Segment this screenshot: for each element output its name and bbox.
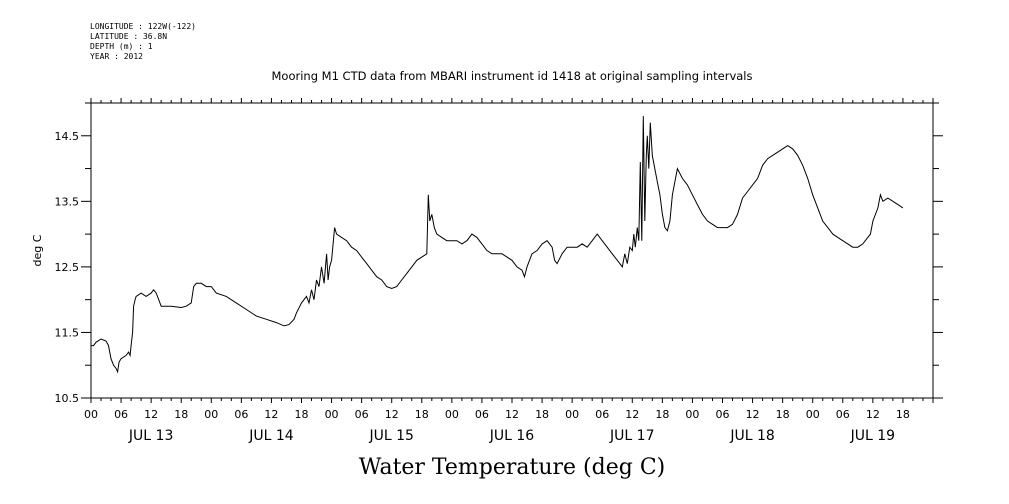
x-tick-label: 06 [836,408,850,421]
day-label: JUL 16 [489,428,535,444]
chart-title: Mooring M1 CTD data from MBARI instrumen… [272,69,753,83]
latitude-text: LATITUDE : 36.8N [90,32,168,41]
x-tick-label: 12 [746,408,760,421]
x-tick-label: 06 [234,408,248,421]
x-tick-label: 00 [685,408,699,421]
y-tick-label: 13.5 [55,195,80,208]
y-axis-label: deg C [31,234,44,266]
day-label: JUL 18 [729,428,774,444]
x-tick-label: 12 [505,408,519,421]
x-tick-label: 18 [415,408,429,421]
x-tick-label: 00 [325,408,339,421]
x-tick-label: 06 [114,408,128,421]
x-tick-label: 12 [385,408,399,421]
y-tick-label: 10.5 [55,392,80,405]
x-tick-label: 18 [655,408,669,421]
x-tick-label: 18 [535,408,549,421]
x-tick-label: 18 [776,408,790,421]
x-tick-label: 18 [896,408,910,421]
x-tick-label: 12 [625,408,639,421]
x-tick-label: 00 [204,408,218,421]
x-tick-label: 00 [84,408,98,421]
x-tick-label: 12 [264,408,278,421]
day-label: JUL 15 [368,428,413,444]
plot-frame [90,102,934,399]
metadata-block: LONGITUDE : 122W(-122) LATITUDE : 36.8N … [90,22,196,62]
day-label: JUL 17 [609,428,654,444]
depth-text: DEPTH (m) : 1 [90,42,153,51]
x-tick-label: 18 [174,408,188,421]
longitude-text: LONGITUDE : 122W(-122) [90,22,196,31]
x-tick-label: 12 [144,408,158,421]
x-axis-label: Water Temperature (deg C) [359,455,666,480]
y-tick-label: 11.5 [55,326,80,339]
day-label: JUL 14 [248,428,294,444]
x-tick-label: 00 [806,408,820,421]
x-tick-label: 00 [565,408,579,421]
y-tick-label: 14.5 [55,130,80,143]
year-text: YEAR : 2012 [90,52,143,61]
x-tick-label: 12 [866,408,880,421]
x-tick-label: 18 [295,408,309,421]
day-label: JUL 19 [850,428,895,444]
y-tick-label: 12.5 [55,261,80,274]
temperature-series-line [91,116,904,374]
x-tick-label: 06 [475,408,489,421]
x-tick-label: 00 [445,408,459,421]
x-tick-label: 06 [595,408,609,421]
x-tick-label: 06 [355,408,369,421]
x-tick-label: 06 [716,408,730,421]
day-label: JUL 13 [128,428,173,444]
